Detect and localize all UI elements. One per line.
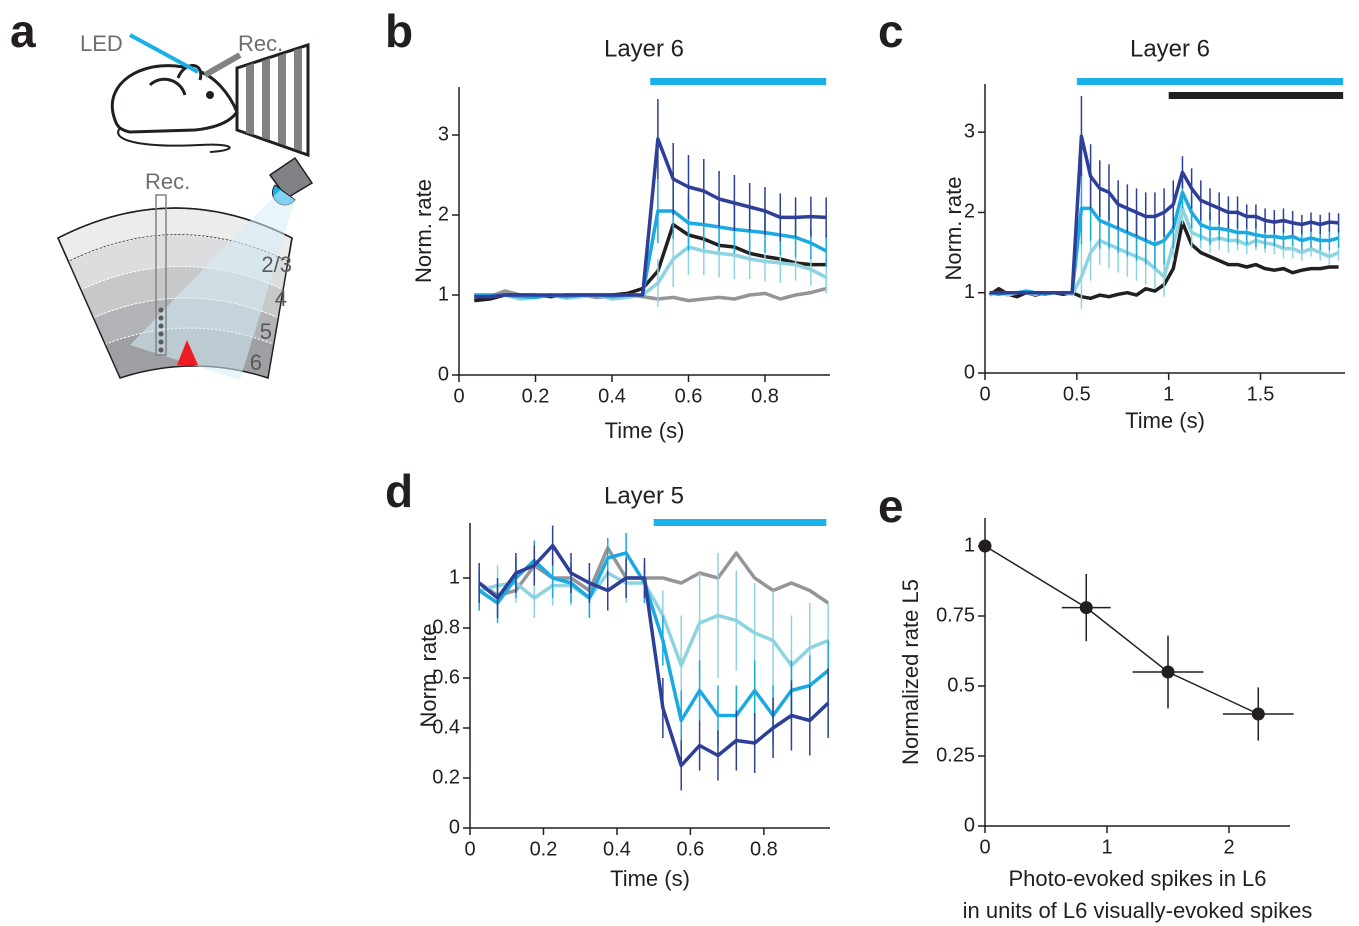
chart: e 0 0.25 0.5 0.75 1 0 1 2 Normalized rate L5 Photo… xyxy=(878,480,1312,923)
data-line xyxy=(989,134,1339,295)
chart: b Layer 6 0 1 2 3 0 0.2 0.4 0.6 0.8 Norm. rate Time … xyxy=(385,5,830,443)
rec-label: Rec. xyxy=(238,31,283,56)
led-label: LED xyxy=(80,31,123,56)
panel-label: d xyxy=(385,465,413,517)
x-tick-label: 1.5 xyxy=(1247,383,1275,405)
probe xyxy=(155,194,167,356)
x-tick-label: 2 xyxy=(1223,836,1234,858)
data-line xyxy=(474,209,828,300)
chart: c Layer 6 0 1 2 3 0 0.5 1 1.5 Norm. rate Time (s) xyxy=(878,5,1345,433)
x-tick-label: 0.5 xyxy=(1063,383,1091,405)
y-tick-label: 1 xyxy=(964,534,975,556)
x-tick-label: 1 xyxy=(1101,836,1112,858)
layer-label: 4 xyxy=(275,286,287,311)
x-tick-label: 0.2 xyxy=(530,838,558,860)
y-tick-label: 3 xyxy=(964,120,975,142)
screen-stripes xyxy=(246,48,302,151)
panel-a-diagram: a LED Rec. Rec. 2/3 45 6 xyxy=(10,5,314,380)
y-axis-label: Norm. rate xyxy=(411,179,436,283)
data-line xyxy=(478,546,830,605)
data-point xyxy=(1251,707,1265,721)
layer-label: 2/3 xyxy=(261,252,292,277)
data-line xyxy=(474,137,827,299)
stimulus-bar xyxy=(1076,78,1344,85)
led-fiber xyxy=(129,33,199,74)
x-tick-label: 0.4 xyxy=(598,385,626,407)
stimulus-bar xyxy=(650,78,827,85)
y-tick-label: 0.4 xyxy=(432,716,460,738)
data-line xyxy=(478,571,829,668)
y-tick-label: 2 xyxy=(438,203,449,225)
neuron xyxy=(177,340,198,365)
x-tick-label: 0 xyxy=(464,838,475,860)
stimulus-bar xyxy=(1168,92,1344,99)
y-tick-label: 0.5 xyxy=(947,674,975,696)
x-axis-label: Time (s) xyxy=(1125,408,1205,433)
x-tick-label: 0 xyxy=(453,385,464,407)
data-point xyxy=(1161,665,1175,679)
y-tick-label: 0.75 xyxy=(936,604,975,626)
layer-label: 5 xyxy=(260,319,272,344)
panel-label: c xyxy=(878,5,904,57)
layer-label: 6 xyxy=(250,350,262,375)
x-axis-label: Time (s) xyxy=(605,418,685,443)
x-tick-label: 0 xyxy=(979,836,990,858)
chart-title: Layer 6 xyxy=(1130,35,1210,62)
y-axis-label: Norm. rate xyxy=(416,624,441,728)
x-tick-label: 0 xyxy=(979,383,990,405)
y-tick-label: 0.6 xyxy=(432,666,460,688)
cortex-outline xyxy=(57,207,293,379)
panel-label: e xyxy=(878,480,904,532)
y-tick-label: 0 xyxy=(438,363,449,385)
y-tick-label: 0 xyxy=(964,361,975,383)
y-tick-label: 0 xyxy=(964,814,975,836)
x-axis-label: in units of L6 visually-evoked spikes xyxy=(963,898,1313,923)
y-axis-label: Norm. rate xyxy=(941,177,966,281)
y-tick-label: 3 xyxy=(438,123,449,145)
chart-title: Layer 6 xyxy=(604,35,684,62)
data-point xyxy=(1079,601,1093,615)
y-tick-label: 1 xyxy=(964,281,975,303)
y-tick-label: 0.8 xyxy=(432,616,460,638)
stimulus-bar xyxy=(653,519,827,526)
panel-label: a xyxy=(10,5,36,57)
connecting-line xyxy=(984,545,1259,715)
x-tick-label: 0.8 xyxy=(750,838,778,860)
x-tick-label: 0.4 xyxy=(603,838,631,860)
y-tick-label: 1 xyxy=(449,566,460,588)
chart-title: Layer 5 xyxy=(604,482,684,509)
x-axis-label: Time (s) xyxy=(610,866,690,891)
panel-label: b xyxy=(385,5,413,57)
mouse xyxy=(110,64,239,153)
y-tick-label: 0 xyxy=(449,816,460,838)
probe-label: Rec. xyxy=(145,169,190,194)
electrode xyxy=(203,52,242,78)
probe-sites xyxy=(158,307,164,353)
y-tick-label: 0.2 xyxy=(432,766,460,788)
chart: d Layer 500.20.40.60.810 0.2 0.4 0.6 0.8Norm.… xyxy=(385,465,830,891)
x-tick-label: 0.6 xyxy=(675,385,703,407)
x-axis-label: Photo-evoked spikes in L6 xyxy=(1008,866,1266,891)
x-tick-label: 0.8 xyxy=(751,385,779,407)
y-axis-label: Normalized rate L5 xyxy=(898,579,923,765)
y-tick-label: 1 xyxy=(438,283,449,305)
x-tick-label: 0.2 xyxy=(522,385,550,407)
data-line xyxy=(478,543,830,768)
y-tick-label: 2 xyxy=(964,201,975,223)
layer-labels: 2/3 45 6 xyxy=(250,252,292,375)
data-point xyxy=(978,539,992,553)
x-tick-label: 0.6 xyxy=(677,838,705,860)
x-tick-label: 1 xyxy=(1163,383,1174,405)
y-tick-label: 0.25 xyxy=(936,744,975,766)
light-cone xyxy=(130,190,295,380)
